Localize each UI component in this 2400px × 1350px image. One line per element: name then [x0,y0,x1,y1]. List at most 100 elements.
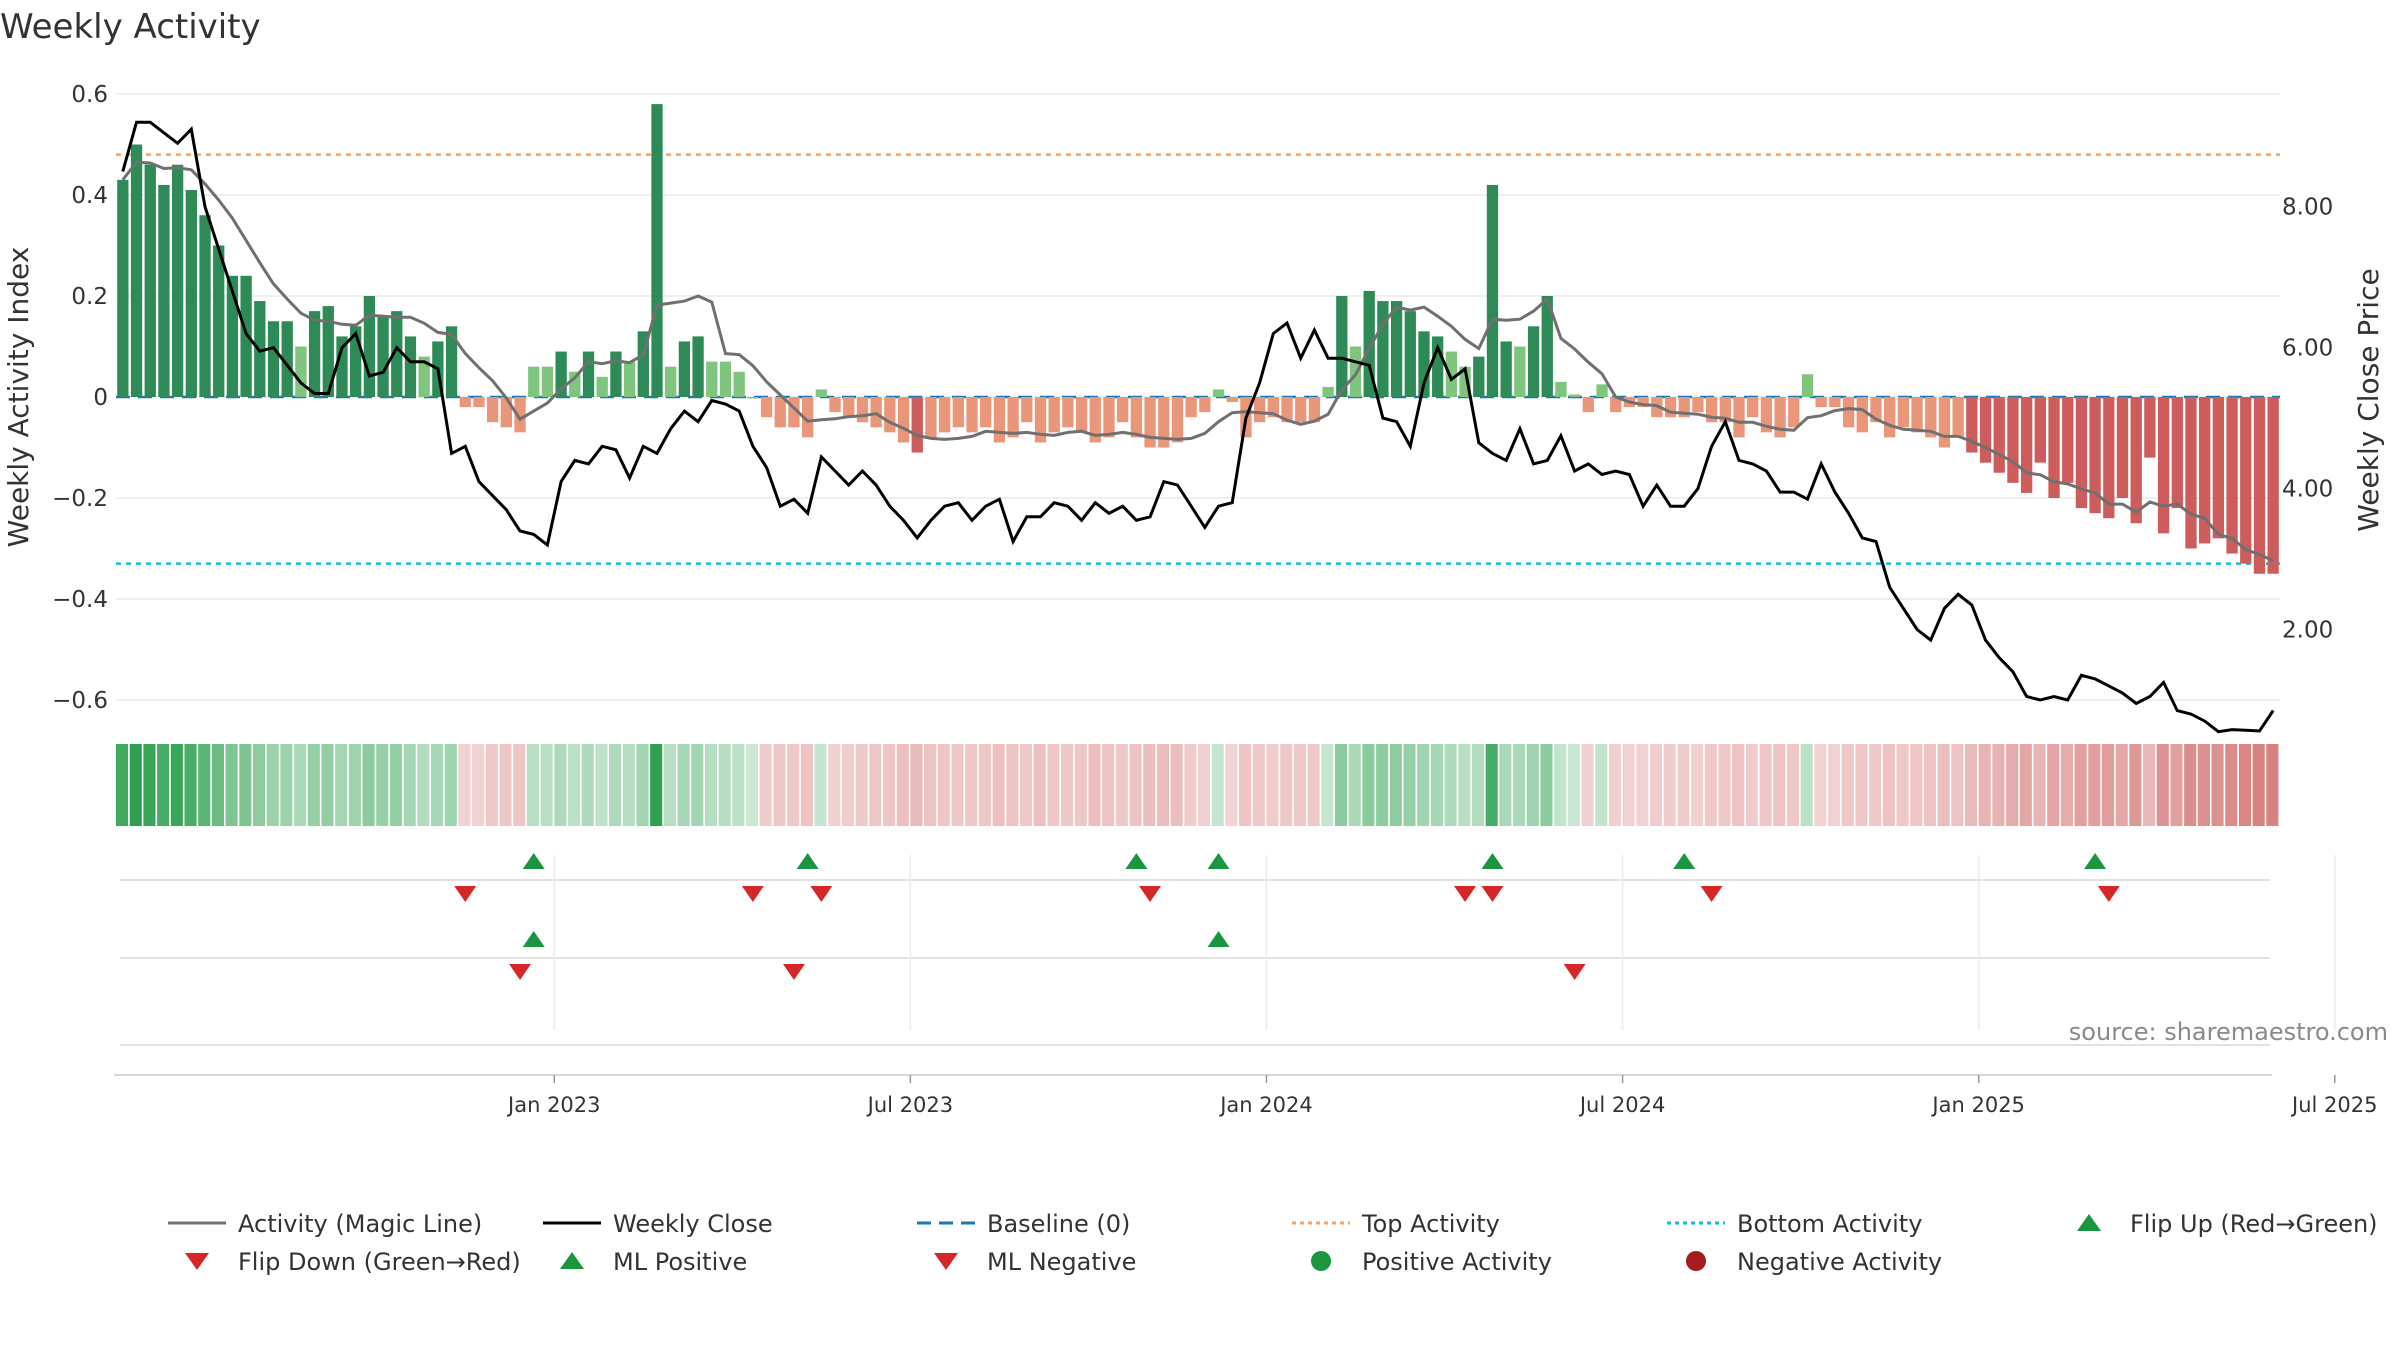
strip-cell [1458,744,1471,826]
strip-cell [1649,744,1663,826]
strip-cell [2006,744,2019,826]
legend-label: Flip Up (Red→Green) [2130,1210,2378,1238]
strip-cell [2115,744,2128,826]
strip-cell [1225,744,1238,826]
strip-cell [1211,744,1224,826]
activity-bar [980,397,992,428]
strip-cell [225,744,238,826]
strip-cell [1773,744,1786,826]
activity-bar [1500,341,1512,397]
activity-bar [1610,397,1622,413]
activity-bar [2020,397,2033,493]
activity-bar [1158,397,1170,448]
activity-bar [1089,397,1101,443]
legend-item: Bottom Activity [1667,1210,1922,1238]
chart-title: Weekly Activity [0,7,261,47]
strip-cell [1430,744,1443,826]
axes: 0.6 0.4 0.2 0 −0.2 −0.4 −0.6 8.00 6.00 4.00 2.00 We… [2,82,2385,1117]
activity-bar [1418,331,1430,397]
activity-bar [2089,397,2101,514]
legend-label: Weekly Close [613,1210,773,1238]
activity-bar [2226,397,2238,554]
activity-bar [473,397,485,408]
strip-cell [581,744,594,826]
activity-bar [966,397,978,433]
y-tick-left: −0.6 [52,688,108,714]
y-tick-right: 2.00 [2282,618,2333,644]
activity-bar [884,397,896,433]
strip-cell [184,744,197,826]
activity-bar [1390,301,1403,397]
activity-bar [2130,397,2142,524]
strip-cell [1718,744,1731,826]
activity-bar [1308,397,1321,423]
activity-bar [2034,397,2046,463]
strip-cell [1307,744,1320,826]
legend-label: Baseline (0) [987,1210,1130,1238]
strip-cell [1732,744,1745,826]
flip-up-marker [1207,853,1230,869]
strip-cell [1691,744,1704,826]
activity-bar [1144,397,1156,448]
flip-down-marker [810,886,833,902]
strip-cell [1526,744,1539,826]
activity-bar [528,366,540,397]
activity-bar [1664,397,1677,418]
activity-bar [363,296,376,397]
activity-bar [1514,346,1526,397]
strip-cell [2060,744,2073,826]
strip-cell [362,744,375,826]
flip-down-marker [1139,886,1162,902]
strip-cell [595,744,608,826]
x-tick-label: Jul 2024 [1578,1093,1665,1117]
signal-panels [120,853,2336,1046]
strip-cell [1074,744,1087,826]
activity-bar [1103,397,1115,438]
activity-bar [459,397,471,408]
legend-label: ML Positive [613,1248,747,1276]
activity-bar [1295,397,1307,423]
strip-cell [2143,744,2156,826]
strip-cell [513,744,526,826]
strip-cell [937,744,950,826]
legend-item: Negative Activity [1686,1248,1942,1276]
activity-bar [1007,397,1019,438]
activity-bar [2062,397,2074,483]
activity-bar [308,311,321,397]
activity-bar [1788,397,1800,428]
legend-item: Flip Down (Green→Red) [185,1248,521,1276]
activity-bar [199,215,211,397]
activity-bar [678,341,691,397]
strip-cell [1362,744,1375,826]
activity-bar [541,366,554,397]
strip-cell [650,744,663,826]
activity-bar [555,351,567,397]
activity-bar [1459,366,1471,397]
strip-cell [1882,744,1895,826]
activity-bar [2007,397,2019,483]
ml-negative-marker [509,964,532,980]
activity-bar [213,245,225,397]
activity-bar [418,356,430,397]
strip-cell [855,744,868,826]
strip-cell [1608,744,1621,826]
strip-cell [609,744,622,826]
flip-up-marker [1673,853,1696,869]
flip-down-marker [454,886,477,902]
strip-cell [1513,744,1526,826]
activity-bar [281,321,293,397]
strip-cell [1677,744,1690,826]
flip-up-marker [796,853,819,869]
activity-bar [2048,397,2060,498]
activity-bar [171,164,184,397]
activity-bar [1733,397,1745,438]
strip-cell [1800,744,1813,826]
legend-item: Activity (Magic Line) [168,1210,482,1238]
activity-bar [267,321,280,397]
legend-swatch-dot [1686,1251,1706,1271]
activity-bar [952,397,964,428]
weekly-close-series [121,120,2275,734]
activity-bar [144,164,156,397]
activity-bar [719,361,732,397]
activity-bar [829,397,841,413]
